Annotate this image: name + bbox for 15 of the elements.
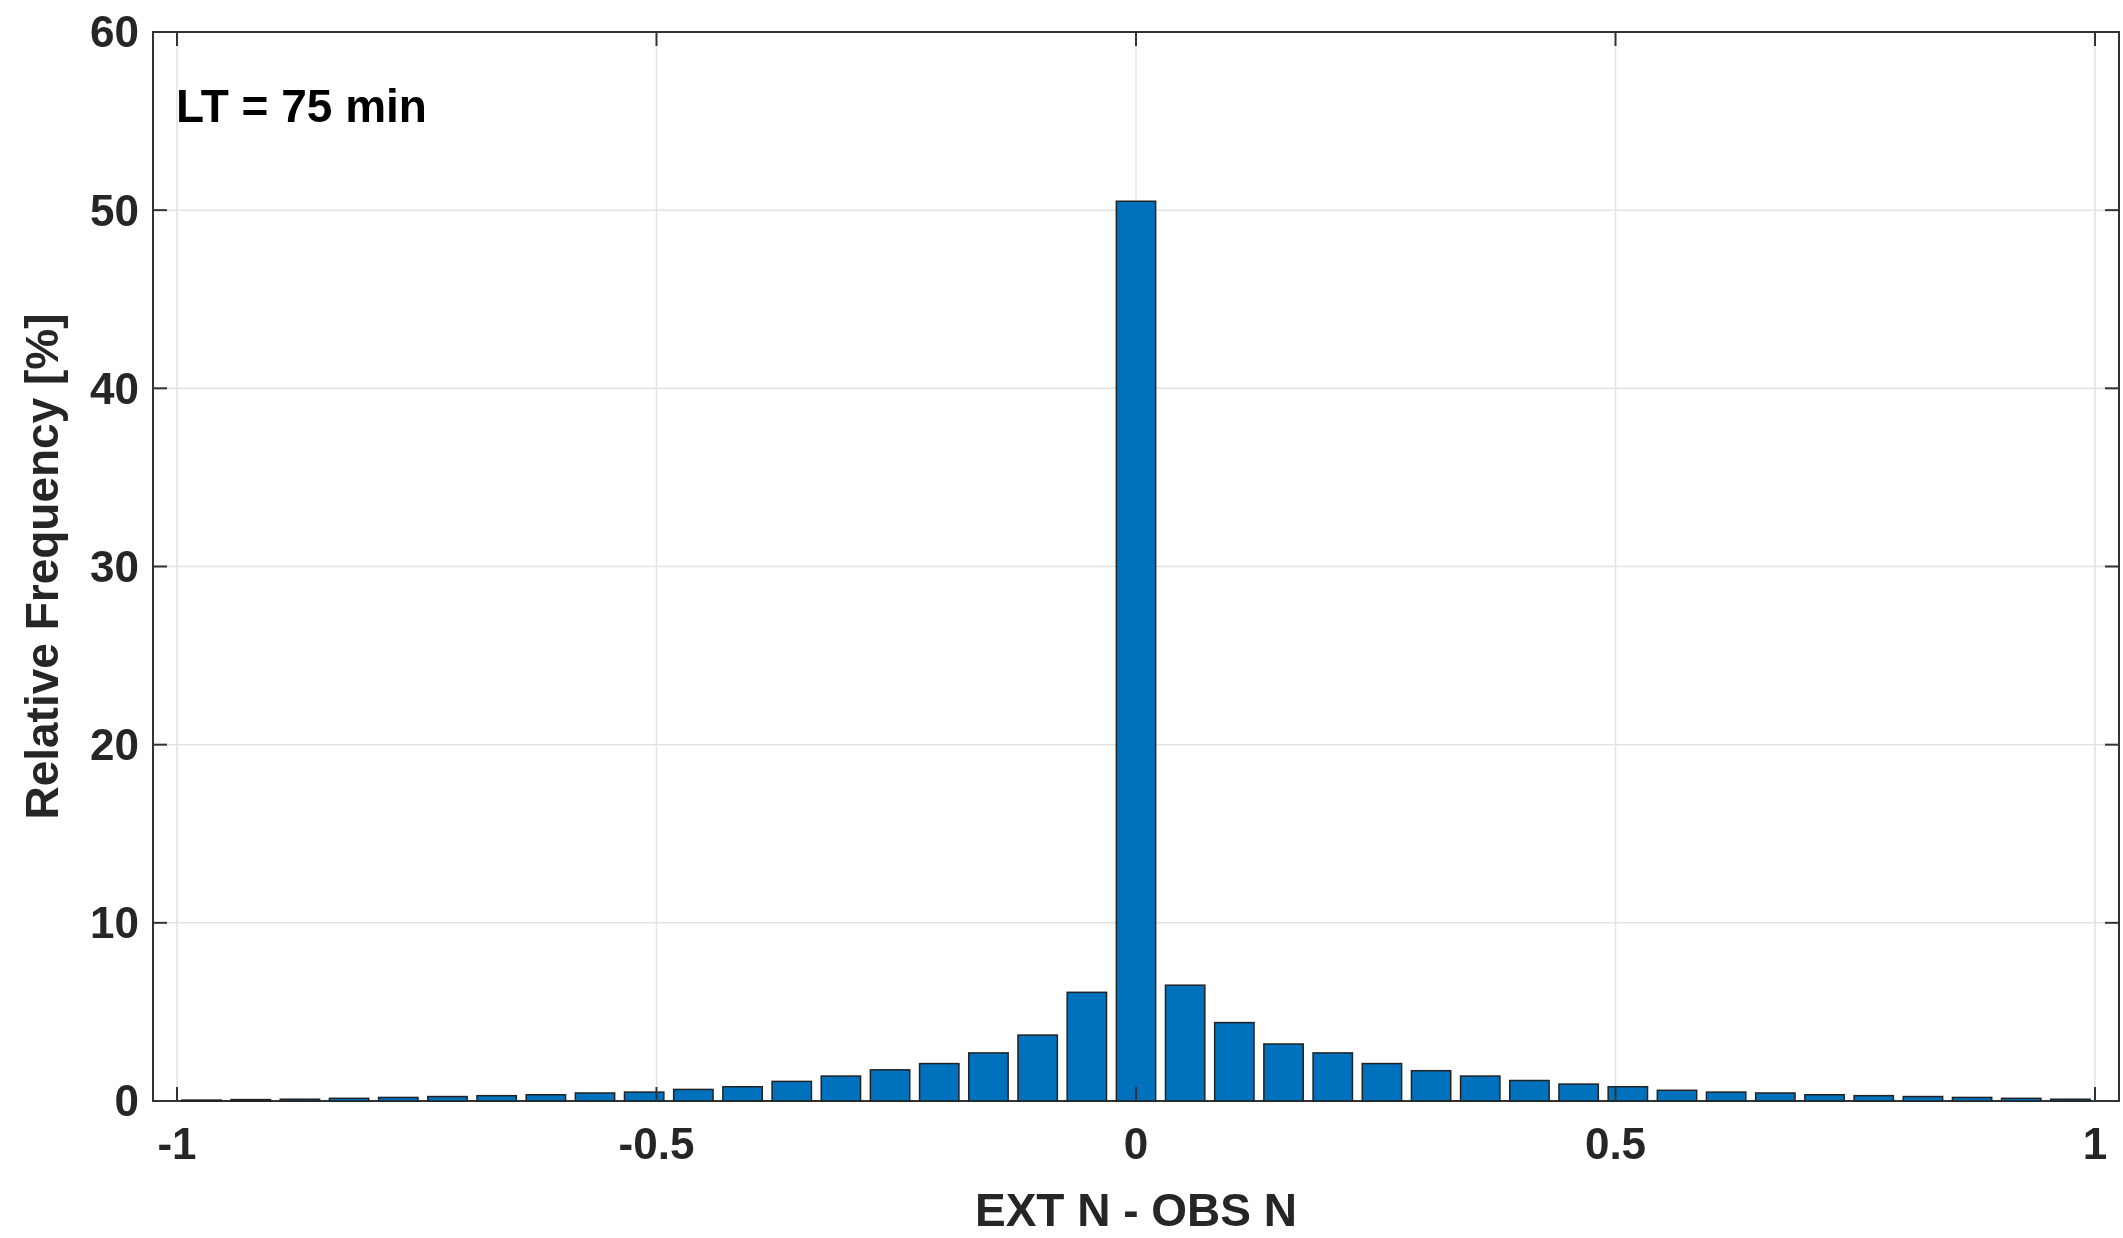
x-tick-label: 0.5 [1584, 1119, 1647, 1168]
x-tick-label: 0 [1123, 1119, 1149, 1168]
x-axis-title: EXT N - OBS N [974, 1184, 1298, 1236]
y-tick-label: 40 [90, 363, 139, 413]
y-tick-label: 10 [90, 898, 139, 948]
y-tick-label: 30 [90, 541, 139, 591]
y-tick-label: 0 [114, 1076, 139, 1126]
y-tick-label: 60 [90, 7, 139, 57]
y-tick-label: 50 [90, 185, 139, 235]
y-axis-title: Relative Frequency [%] [16, 313, 68, 820]
y-tick-label: 20 [90, 720, 139, 770]
x-tick-label: 1 [2082, 1119, 2108, 1168]
annotation: LT = 75 min [176, 80, 427, 132]
x-tick-label: -0.5 [618, 1119, 695, 1168]
x-tick-label: -1 [157, 1119, 197, 1168]
